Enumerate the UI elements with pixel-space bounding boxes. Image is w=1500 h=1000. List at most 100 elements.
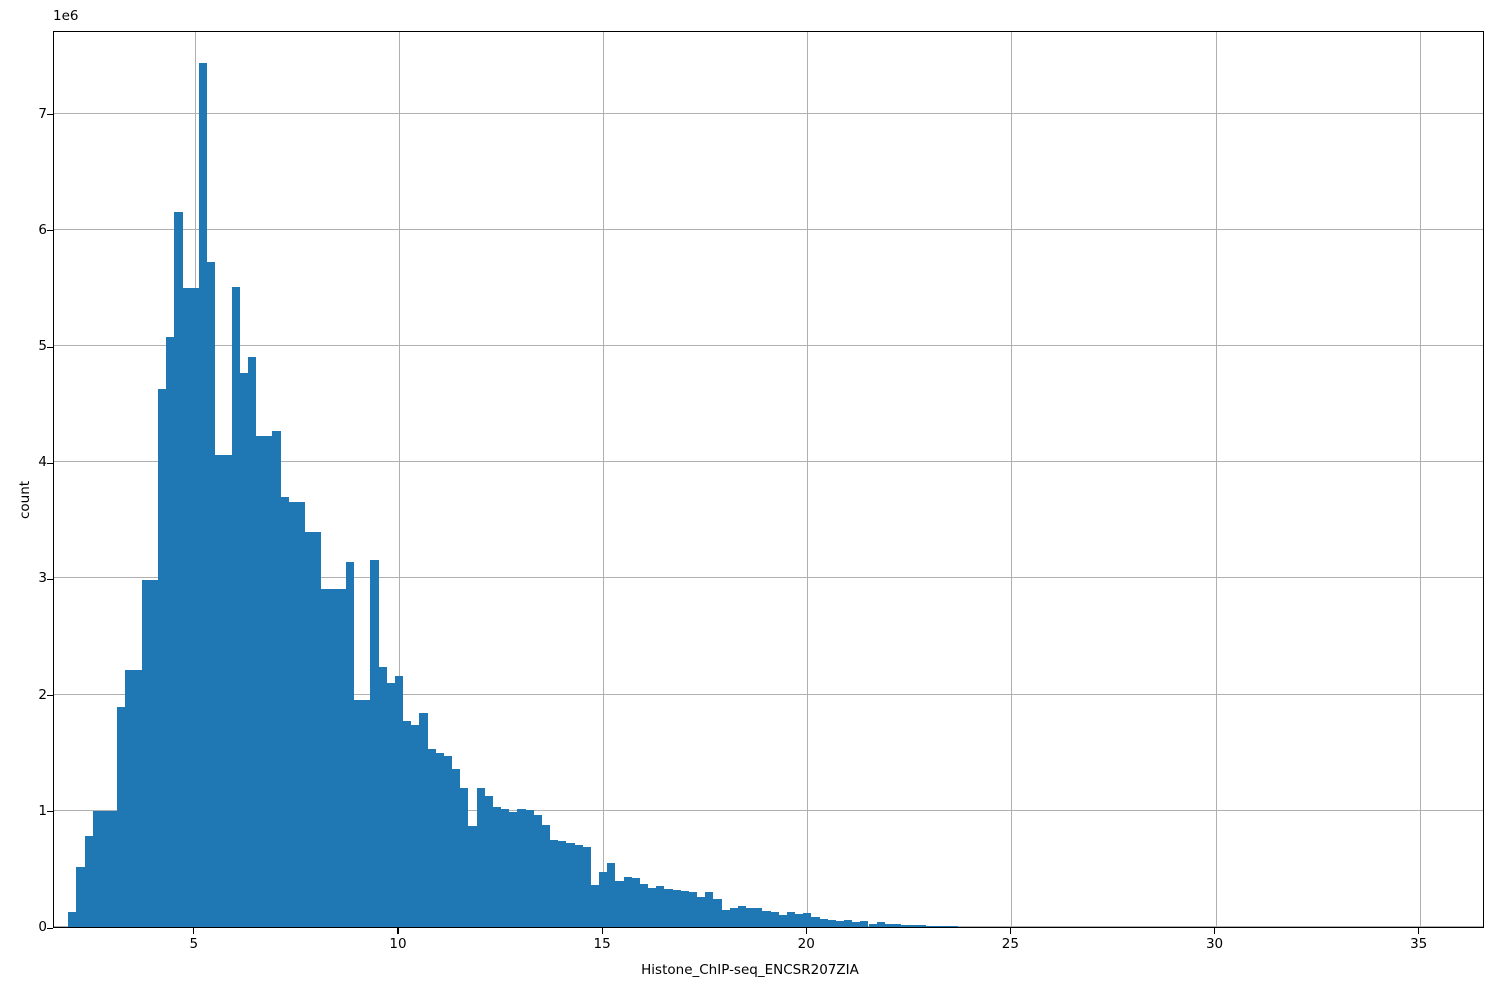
- y-tick-mark-3: [47, 578, 53, 581]
- histogram-bar: [100, 810, 110, 927]
- histogram-bar: [117, 707, 126, 927]
- x-tick-label-0: 5: [189, 936, 199, 952]
- histogram-bar: [427, 749, 436, 927]
- histogram-bar: [893, 923, 902, 927]
- x-tick-label-5: 30: [1205, 936, 1224, 952]
- histogram-bar: [607, 863, 616, 927]
- histogram-bar: [345, 562, 355, 927]
- histogram-bar: [452, 768, 461, 927]
- histogram-bar: [925, 925, 934, 927]
- y-tick-mark-1: [47, 811, 53, 813]
- x-tick-label-6: 35: [1410, 936, 1428, 952]
- gridline-x-2: [603, 32, 605, 927]
- gridline-x-1: [398, 32, 400, 927]
- histogram-bar: [354, 700, 363, 927]
- histogram-bar: [746, 908, 755, 927]
- histogram-bar: [648, 887, 657, 927]
- histogram-bar: [476, 787, 485, 927]
- y-axis-offset-label: 1e6: [53, 8, 79, 24]
- histogram-bar: [264, 435, 273, 927]
- histogram-bar: [884, 923, 893, 927]
- histogram-bar: [443, 756, 453, 927]
- histogram-bar: [835, 921, 844, 927]
- y-tick-mark-0: [47, 927, 53, 929]
- y-tick-label-4: 4: [38, 454, 47, 471]
- histogram-bar: [795, 914, 804, 927]
- x-tick-mark-4: [1009, 928, 1011, 934]
- histogram-bar: [182, 287, 191, 927]
- y-tick-mark-7: [47, 114, 53, 116]
- histogram-bar: [852, 922, 861, 927]
- histogram-bar: [729, 908, 738, 927]
- histogram-bar: [223, 455, 232, 927]
- histogram-bar: [517, 808, 526, 927]
- x-tick-mark-0: [193, 928, 195, 934]
- histogram-bar: [411, 724, 420, 927]
- plot-area: [53, 31, 1484, 928]
- histogram-bar: [190, 287, 199, 927]
- histogram-bar: [362, 700, 371, 927]
- y-tick-mark-2: [47, 695, 53, 697]
- gridline-x-4: [1011, 32, 1013, 927]
- histogram-bar: [460, 787, 469, 927]
- histogram-bar: [786, 911, 795, 927]
- histogram-bar: [533, 815, 542, 927]
- histogram-bar: [288, 501, 297, 927]
- histogram-bar: [256, 435, 265, 927]
- y-tick-label-2: 2: [38, 686, 47, 703]
- histogram-bar: [207, 262, 216, 927]
- gridline-y-4: [54, 461, 1483, 463]
- histogram-bar: [697, 896, 706, 927]
- histogram-bar: [468, 825, 477, 927]
- histogram-bar: [713, 899, 722, 927]
- histogram-bar: [109, 810, 118, 927]
- y-axis-label: count: [17, 480, 34, 520]
- gridline-y-6: [54, 228, 1483, 230]
- histogram-bar: [582, 846, 591, 927]
- histogram-bar: [501, 808, 510, 927]
- histogram-bar: [656, 886, 665, 927]
- histogram-bar: [819, 918, 828, 927]
- histogram-bar: [141, 579, 150, 927]
- gridline-x-5: [1215, 32, 1217, 927]
- gridline-x-6: [1419, 32, 1421, 927]
- histogram-bar: [149, 579, 159, 927]
- histogram-bar: [558, 841, 567, 927]
- histogram-bar: [337, 588, 346, 927]
- histogram-bar: [623, 877, 632, 927]
- gridline-y-5: [54, 345, 1483, 347]
- histogram-bar: [844, 920, 853, 927]
- x-tick-mark-6: [1418, 928, 1420, 934]
- histogram-bar: [92, 810, 101, 927]
- histogram-bar: [599, 872, 608, 927]
- x-tick-mark-3: [805, 928, 807, 934]
- y-tick-mark-4: [47, 462, 53, 464]
- histogram-bar: [305, 531, 314, 927]
- histogram-bar: [721, 909, 730, 927]
- histogram-bar: [705, 892, 714, 927]
- y-tick-label-7: 7: [38, 105, 47, 122]
- histogram-bar: [76, 866, 85, 927]
- histogram-bar: [680, 890, 689, 927]
- histogram-bar: [125, 670, 134, 927]
- histogram-bar: [770, 911, 779, 927]
- histogram-bar: [158, 389, 167, 927]
- histogram-bar: [631, 878, 640, 927]
- x-tick-label-2: 15: [593, 936, 611, 952]
- histogram-bar: [329, 588, 338, 927]
- histogram-bar: [435, 752, 444, 927]
- histogram-bar: [639, 884, 649, 927]
- histogram-bar: [876, 922, 885, 927]
- x-axis-label: Histone_ChIP-seq_ENCSR207ZIA: [641, 962, 859, 978]
- gridline-y-3: [54, 577, 1483, 579]
- histogram-bar: [754, 908, 763, 927]
- histogram-bar: [762, 910, 771, 927]
- histogram-bar: [84, 836, 93, 927]
- gridline-y-2: [54, 693, 1483, 695]
- histogram-bar: [860, 921, 869, 927]
- histogram-bar: [174, 212, 183, 927]
- histogram-bar: [280, 497, 289, 927]
- histogram-bar: [321, 588, 330, 927]
- histogram-bar: [901, 924, 910, 927]
